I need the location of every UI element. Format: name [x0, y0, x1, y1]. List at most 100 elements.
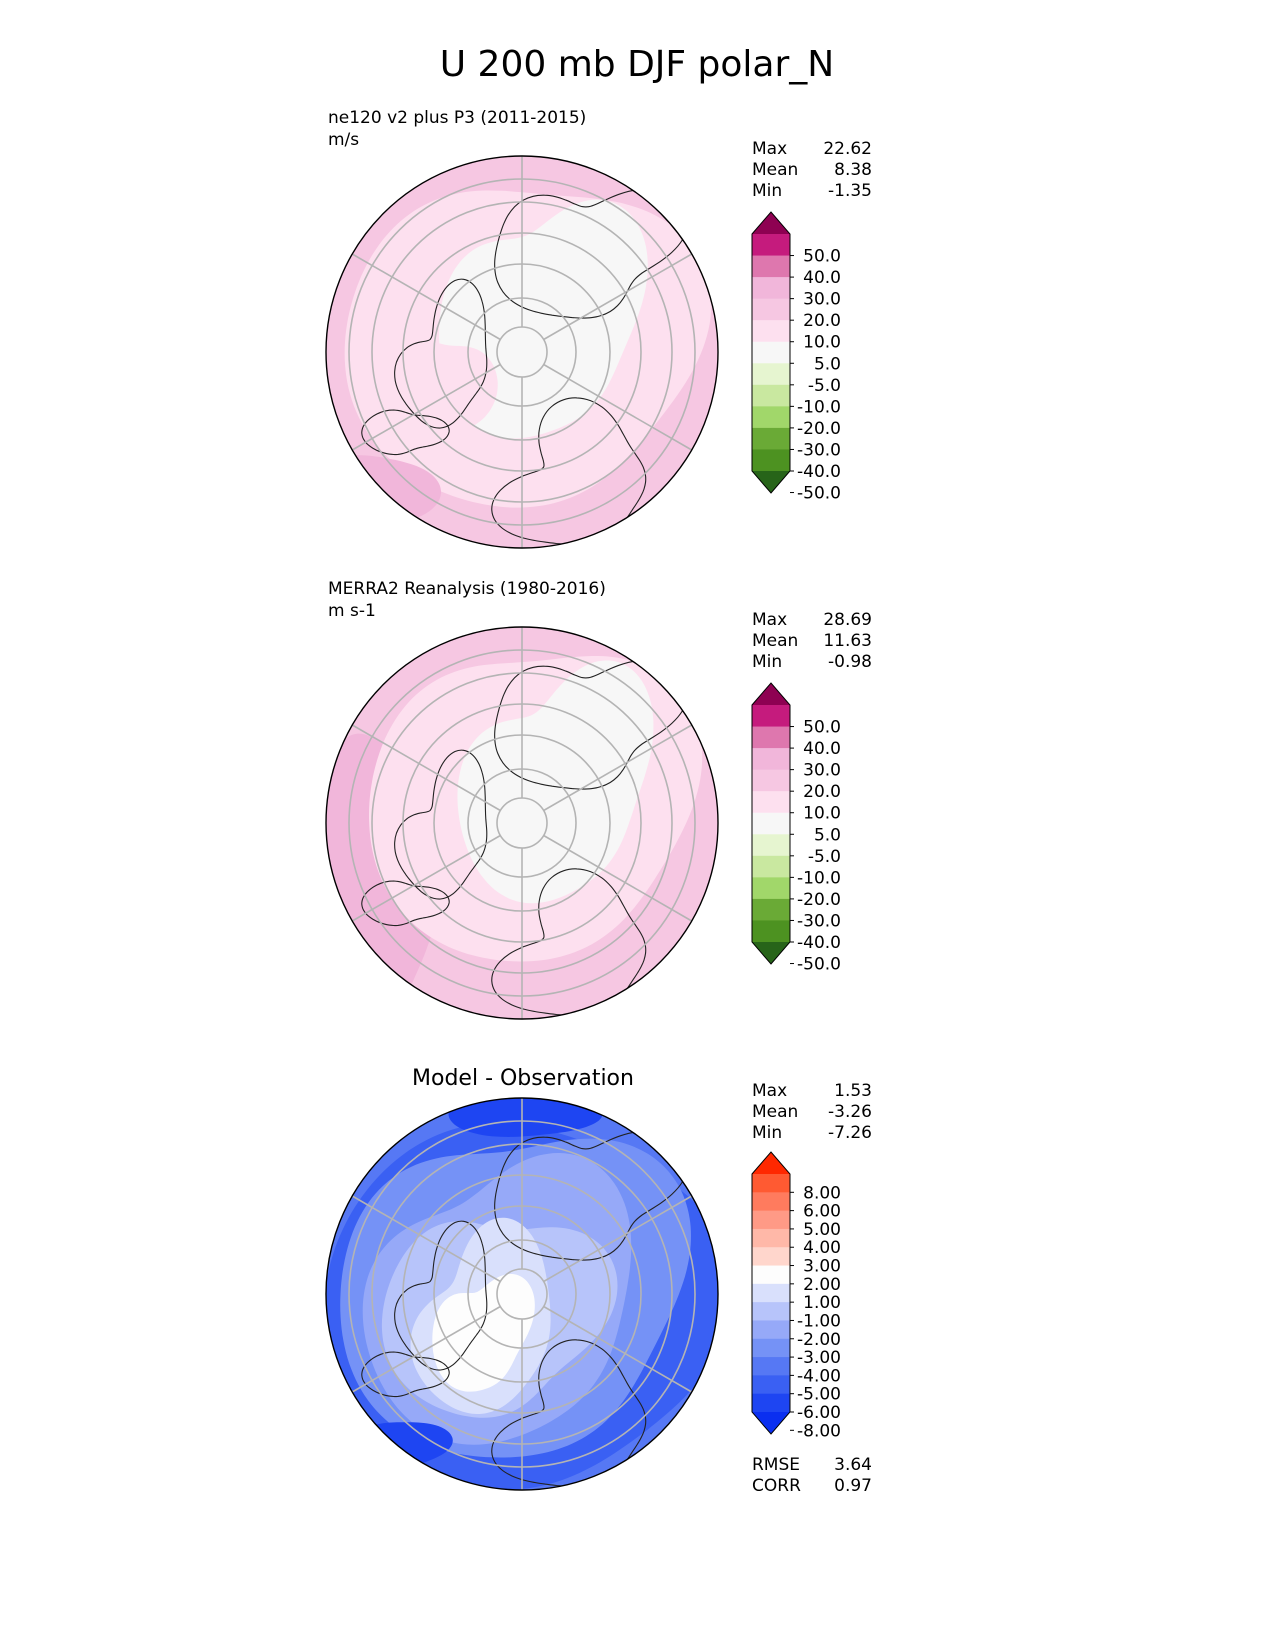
colorbar-segment [752, 1357, 790, 1376]
colorbar-segment [752, 812, 790, 835]
colorbar-segment [752, 298, 790, 321]
panel-units: m/s [328, 130, 359, 150]
stat-value: 28.69 [823, 610, 872, 630]
colorbar-segment [752, 791, 790, 814]
colorbar-tick-label: 5.0 [814, 825, 841, 845]
colorbar-segment [752, 726, 790, 749]
stat-value: 22.62 [823, 139, 872, 159]
landmass-outline [361, 880, 450, 927]
colorbar-tick-label: -50.0 [797, 484, 841, 504]
stat-value: 8.38 [834, 160, 872, 180]
map-disk [326, 627, 718, 1019]
meridian-line [351, 1305, 501, 1393]
map-disk [326, 1098, 718, 1490]
panel-difference: Model - Observation Max 1.53 Mean -3.26 Min -7… [325, 1066, 872, 1496]
stat-value: 1.53 [834, 1081, 872, 1101]
colorbar-segment [752, 1393, 790, 1413]
colorbar-tick-label: -30.0 [797, 911, 841, 931]
stat-name: Min [752, 181, 782, 201]
map-boundary [325, 626, 719, 1020]
colorbar-tick-label: 5.0 [814, 354, 841, 374]
colorbar-extend-min [752, 471, 790, 493]
colorbar: 50.040.030.020.010.05.0-5.0-10.0-20.0-30… [751, 682, 841, 975]
colorbar-segment [752, 341, 790, 364]
colorbar-segment [752, 384, 790, 407]
panel-label: ne120 v2 plus P3 (2011-2015) [328, 108, 586, 128]
colorbar-segment [752, 1192, 790, 1212]
colorbar-segment [752, 363, 790, 386]
colorbar-tick-label: 4.00 [803, 1238, 841, 1258]
colorbar-tick-label: 5.00 [803, 1220, 841, 1240]
colorbar-segment [752, 855, 790, 878]
stat-value: -1.35 [828, 181, 872, 201]
colorbar-segment [752, 920, 790, 943]
colorbar-tick-label: -30.0 [797, 440, 841, 460]
stat-value: 11.63 [823, 631, 872, 651]
colorbar-segment [752, 1375, 790, 1395]
colorbar: 8.006.005.004.003.002.001.00-1.00-2.00-3… [751, 1151, 841, 1441]
colorbar-tick-label: 10.0 [803, 333, 841, 353]
colorbar-tick-label: 8.00 [803, 1183, 841, 1203]
colorbar-segment [752, 1228, 790, 1248]
colorbar-segment [752, 255, 790, 278]
stat-value: -7.26 [828, 1123, 872, 1143]
colorbar-tick-label: -3.00 [797, 1348, 841, 1368]
stat-name: Mean [752, 160, 798, 180]
colorbar-tick-label: -8.00 [797, 1421, 841, 1441]
colorbar-extend-max [752, 683, 790, 705]
landmass-outline [494, 659, 690, 790]
colorbar-tick-label: -4.00 [797, 1366, 841, 1386]
meridian-line [543, 1195, 693, 1283]
stat-name: Min [752, 652, 782, 672]
colorbar-segment [752, 1247, 790, 1267]
metric-name: CORR [752, 1476, 801, 1496]
landmass-outline [394, 749, 488, 900]
colorbar: 50.040.030.020.010.05.0-5.0-10.0-20.0-30… [751, 211, 841, 504]
colorbar-tick-label: -5.0 [808, 847, 841, 867]
colorbar-tick-label: 1.00 [803, 1293, 841, 1313]
panel-units: m s-1 [328, 601, 376, 621]
coastline [361, 1130, 690, 1488]
colorbar-extend-max [752, 212, 790, 234]
metric-value: 0.97 [834, 1476, 872, 1496]
meridian-line [351, 1195, 501, 1283]
colorbar-segment [752, 834, 790, 857]
stat-name: Min [752, 1123, 782, 1143]
colorbar-segment [752, 769, 790, 792]
colorbar-tick-label: -40.0 [797, 933, 841, 953]
colorbar-tick-label: 40.0 [803, 268, 841, 288]
meridian-line [351, 724, 501, 812]
colorbar-segment [752, 449, 790, 472]
landmass-outline [361, 409, 450, 456]
stat-value: -3.26 [828, 1102, 872, 1122]
colorbar-tick-label: 3.00 [803, 1257, 841, 1277]
meridian-line [351, 363, 501, 451]
colorbar-segment [752, 1283, 790, 1303]
colorbar-segment [752, 320, 790, 343]
colorbar-segment [752, 748, 790, 771]
graticule [348, 1098, 696, 1490]
metric-name: RMSE [752, 1455, 800, 1475]
map-disk [326, 156, 718, 548]
graticule [348, 627, 696, 1019]
landmass-outline [394, 1220, 488, 1371]
colorbar-tick-label: -40.0 [797, 462, 841, 482]
stat-name: Max [752, 1081, 787, 1101]
panel-title: Model - Observation [412, 1066, 634, 1091]
stat-name: Max [752, 610, 787, 630]
colorbar-tick-label: 2.00 [803, 1275, 841, 1295]
colorbar-segment [752, 1174, 790, 1193]
meridian-line [543, 1305, 693, 1393]
colorbar-extend-max [752, 1152, 790, 1174]
colorbar-segment [752, 406, 790, 429]
stat-name: Mean [752, 631, 798, 651]
stat-name: Mean [752, 1102, 798, 1122]
colorbar-tick-label: 30.0 [803, 761, 841, 781]
metric-value: 3.64 [834, 1455, 872, 1475]
colorbar-tick-label: 50.0 [803, 247, 841, 267]
graticule [348, 156, 696, 548]
colorbar-tick-label: 20.0 [803, 311, 841, 331]
panel-reference-obs: MERRA2 Reanalysis (1980-2016)m s-1 Max 28.… [325, 579, 872, 1020]
colorbar-tick-label: 6.00 [803, 1202, 841, 1222]
coastline [361, 188, 690, 546]
